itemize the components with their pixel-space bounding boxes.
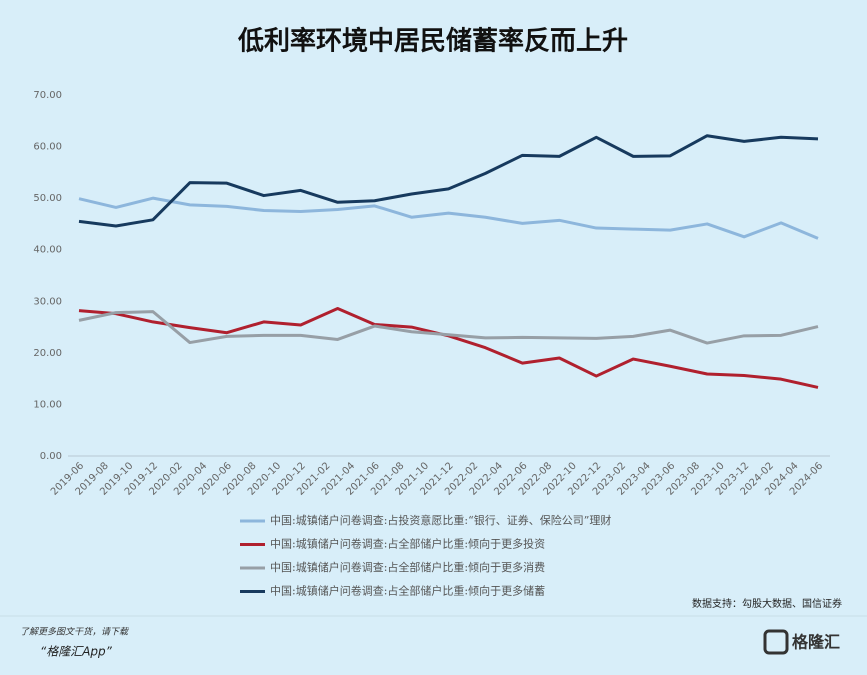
y-tick-label: 20.00 [33,348,62,359]
y-tick-label: 50.00 [33,193,62,204]
y-tick-label: 0.00 [40,451,62,462]
y-tick-label: 60.00 [33,142,62,153]
line [78,134,819,228]
y-tick-label: 30.00 [33,296,62,307]
y-tick-label: 40.00 [33,245,62,256]
y-tick-label: 70.00 [33,90,62,101]
line [78,196,819,240]
legend-label: 中国:城镇储户问卷调查:占全部储户比重:倾向于更多储蓄 [270,584,545,598]
logo-icon [763,629,789,655]
source: 数据支持：勾股大数据、国信证券 [692,597,842,610]
line [78,310,819,345]
y-tick-label: 10.00 [33,399,62,410]
legend-label: 中国:城镇储户问卷调查:占全部储户比重:倾向于更多投资 [270,537,545,551]
logo: 格隆汇 [792,633,840,652]
chart-title: 低利率环境中居民储蓄率反而上升 [237,26,628,57]
legend-label: 中国:城镇储户问卷调查:占全部储户比重:倾向于更多消费 [270,560,545,574]
footer: 了解更多图文干货，请下载 [20,627,129,638]
footer: “格隆汇App” [40,645,113,659]
legend-label: 中国:城镇储户问卷调查:占投资意愿比重:“银行、证券、保险公司”理财 [270,513,611,527]
